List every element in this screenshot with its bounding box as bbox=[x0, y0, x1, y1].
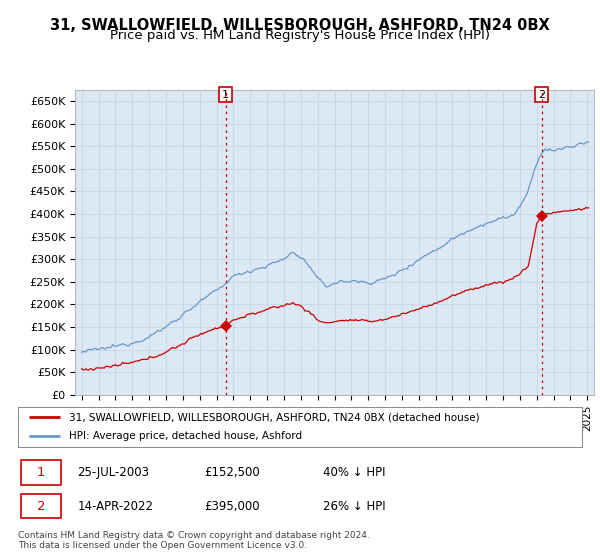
Text: 2: 2 bbox=[538, 90, 545, 100]
Text: 1: 1 bbox=[222, 90, 229, 100]
Text: £395,000: £395,000 bbox=[204, 500, 260, 512]
Text: 2: 2 bbox=[37, 500, 46, 512]
Text: Contains HM Land Registry data © Crown copyright and database right 2024.
This d: Contains HM Land Registry data © Crown c… bbox=[18, 531, 370, 550]
Text: 40% ↓ HPI: 40% ↓ HPI bbox=[323, 466, 385, 479]
FancyBboxPatch shape bbox=[21, 494, 61, 519]
Text: HPI: Average price, detached house, Ashford: HPI: Average price, detached house, Ashf… bbox=[69, 431, 302, 441]
Text: 25-JUL-2003: 25-JUL-2003 bbox=[77, 466, 149, 479]
Text: £152,500: £152,500 bbox=[204, 466, 260, 479]
Text: 31, SWALLOWFIELD, WILLESBOROUGH, ASHFORD, TN24 0BX (detached house): 31, SWALLOWFIELD, WILLESBOROUGH, ASHFORD… bbox=[69, 413, 479, 422]
Text: 1: 1 bbox=[37, 466, 46, 479]
Text: 26% ↓ HPI: 26% ↓ HPI bbox=[323, 500, 385, 512]
Text: Price paid vs. HM Land Registry's House Price Index (HPI): Price paid vs. HM Land Registry's House … bbox=[110, 29, 490, 42]
Text: 31, SWALLOWFIELD, WILLESBOROUGH, ASHFORD, TN24 0BX: 31, SWALLOWFIELD, WILLESBOROUGH, ASHFORD… bbox=[50, 18, 550, 33]
Text: 14-APR-2022: 14-APR-2022 bbox=[77, 500, 153, 512]
FancyBboxPatch shape bbox=[21, 460, 61, 484]
